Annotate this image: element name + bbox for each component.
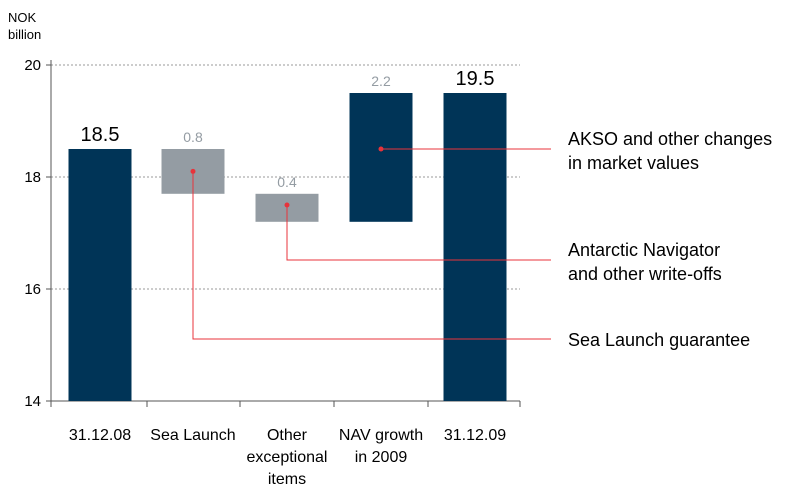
x-tick-label-4-0: 31.12.09 (444, 427, 506, 444)
annotations: AKSO and other changes in market values An… (190, 129, 772, 350)
annotation-dot-1 (284, 202, 290, 208)
y-unit-label: NOK billion (8, 9, 41, 43)
annotation-dot-2 (190, 168, 196, 174)
y-axis: 14 16 18 20 (24, 57, 521, 410)
annotation-text-0-1: in market values (568, 153, 699, 173)
annotation-leader-2 (192, 171, 551, 340)
annotation-text-1-0: Antarctic Navigator (568, 240, 720, 260)
data-label-1: 0.8 (183, 129, 203, 145)
data-labels: 18.5 0.8 0.4 2.2 19.5 (81, 68, 495, 190)
annotation-text-2-0: Sea Launch guarantee (568, 330, 750, 350)
data-label-4: 19.5 (456, 68, 495, 90)
annotation-text-1-1: and other write-offs (568, 264, 722, 284)
bar-0 (68, 149, 132, 401)
data-label-3: 2.2 (371, 73, 391, 89)
y-unit-line-1: NOK (8, 10, 37, 25)
x-tick-labels: 31.12.08 Sea Launch Other exceptional items N… (69, 427, 506, 488)
y-tick-label-20: 20 (24, 57, 41, 74)
x-tick-label-2-1: exceptional (247, 449, 328, 466)
x-tick-label-2-0: Other (267, 427, 308, 444)
annotation-leader-1 (286, 205, 551, 261)
annotation-text-0-0: AKSO and other changes (568, 129, 772, 149)
data-label-2: 0.4 (277, 174, 297, 190)
bar-3 (349, 93, 413, 222)
x-tick-label-1-0: Sea Launch (150, 427, 235, 444)
y-unit-line-2: billion (8, 27, 42, 42)
bars (68, 93, 507, 401)
annotation-dot-0 (378, 146, 384, 152)
bar-4 (443, 93, 507, 401)
x-tick-label-2-2: items (268, 471, 306, 488)
y-tick-label-18: 18 (24, 169, 41, 186)
x-tick-label-3-1: in 2009 (355, 449, 408, 466)
x-tick-label-0-0: 31.12.08 (69, 427, 131, 444)
y-tick-label-14: 14 (24, 393, 41, 410)
y-tick-label-16: 16 (24, 281, 41, 298)
data-label-0: 18.5 (81, 124, 120, 146)
x-tick-label-3-0: NAV growth (339, 427, 423, 444)
